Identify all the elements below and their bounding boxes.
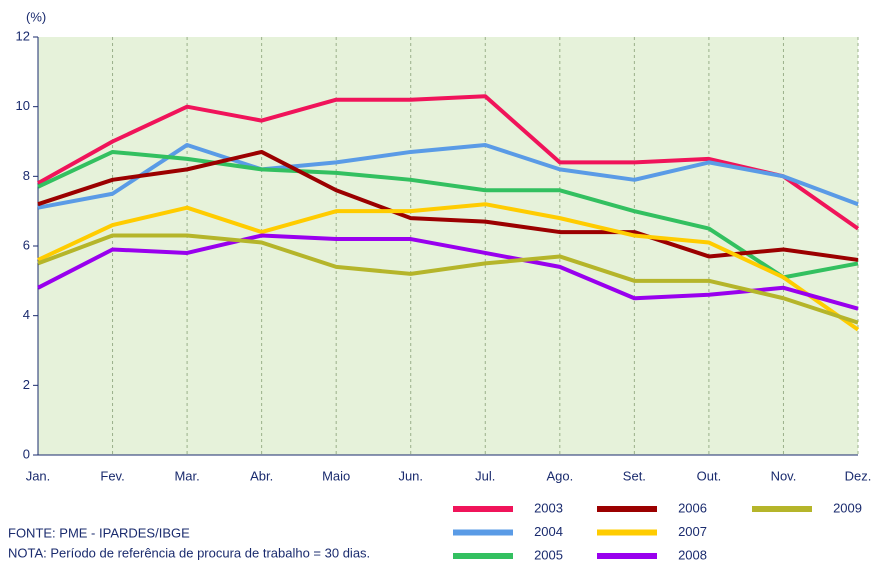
note: NOTA: Período de referência de procura d… [8,545,370,560]
y-tick-label: 10 [16,98,30,113]
x-tick-label: Out. [697,468,722,483]
series-line [37,149,859,280]
y-tick-label: 4 [23,307,30,322]
x-tick-label: Maio [322,468,350,483]
x-tick-label: Jul. [475,468,495,483]
legend-label: 2003 [534,500,563,515]
y-tick-label: 12 [16,28,30,43]
series-line [37,233,859,311]
y-tick-label: 8 [23,168,30,183]
source: FONTE: PME - IPARDES/IBGE [8,525,190,540]
x-tick-label: Dez. [845,468,871,483]
series-line [37,94,860,231]
series-line [37,142,859,210]
legend-label: 2008 [678,547,707,562]
x-tick-label: Fev. [100,468,124,483]
series-line [37,202,860,332]
x-tick-label: Nov. [771,468,797,483]
x-tick-label: Jun. [398,468,423,483]
legend-label: 2005 [534,547,563,562]
x-tick-label: Mar. [174,468,199,483]
x-tick-label: Abr. [250,468,273,483]
y-tick-label: 2 [23,377,30,392]
y-tick-label: 0 [23,446,30,461]
y-axis-label: (%) [26,9,46,24]
x-tick-label: Jan. [26,468,51,483]
x-tick-label: Ago. [546,468,573,483]
legend-label: 2007 [678,524,707,539]
legend-label: 2006 [678,500,707,515]
legend-label: 2004 [534,524,563,539]
legend-label: 2009 [833,500,862,515]
series-line [37,149,859,262]
x-tick-label: Set. [623,468,646,483]
y-tick-label: 6 [23,237,30,252]
series-line [37,233,859,325]
